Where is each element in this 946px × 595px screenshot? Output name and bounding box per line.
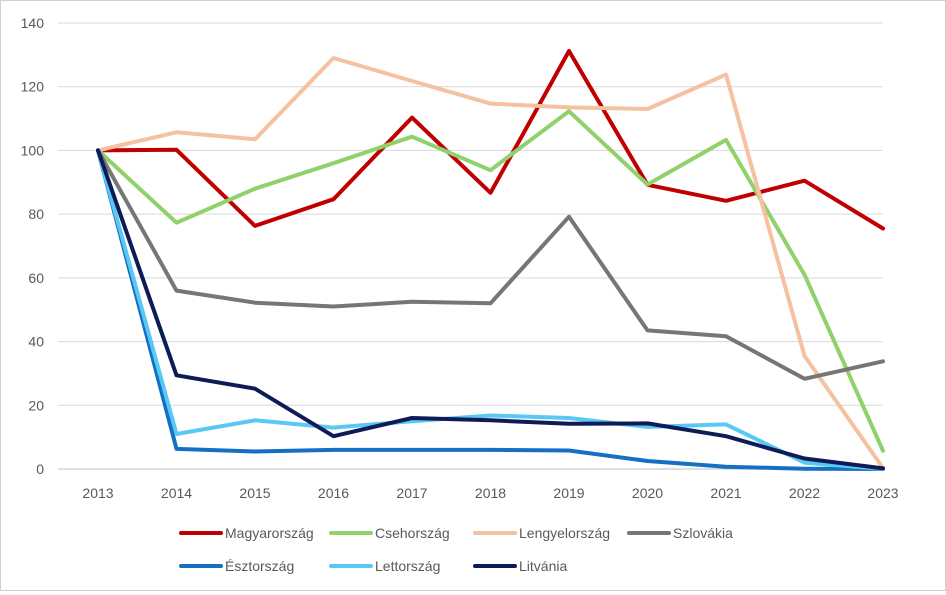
y-tick-label: 40: [28, 334, 44, 350]
y-tick-label: 100: [21, 142, 45, 158]
series-line-1: [96, 109, 885, 453]
x-tick-label: 2019: [553, 485, 584, 501]
series-line-3: [96, 148, 885, 381]
legend: Magyarország Csehország Lengyelország Szlov…: [179, 525, 733, 574]
series-line-4: [96, 148, 885, 471]
legend-label: Litvánia: [519, 558, 567, 574]
x-tick-label: 2022: [789, 485, 820, 501]
y-tick-label: 60: [28, 270, 44, 286]
y-tick-label: 0: [36, 461, 44, 477]
y-tick-label: 120: [21, 79, 45, 95]
series-line-6: [96, 148, 885, 471]
series-line-0: [96, 49, 885, 231]
x-tick-label: 2013: [82, 485, 113, 501]
series-line-2: [96, 56, 885, 470]
x-tick-label: 2016: [318, 485, 349, 501]
legend-label: Szlovákia: [673, 525, 733, 541]
x-tick-label: 2017: [396, 485, 427, 501]
series-line-5: [96, 148, 885, 471]
series-lines: [96, 49, 885, 471]
x-tick-label: 2020: [632, 485, 663, 501]
y-tick-label: 20: [28, 397, 44, 413]
legend-label: Észtország: [225, 558, 294, 574]
x-tick-label: 2023: [867, 485, 898, 501]
y-tick-label: 80: [28, 206, 44, 222]
x-tick-label: 2015: [239, 485, 270, 501]
legend-label: Csehország: [375, 525, 450, 541]
x-tick-label: 2018: [475, 485, 506, 501]
x-tick-label: 2014: [161, 485, 192, 501]
x-axis-tick-labels: 2013 2014 2015 2016 2017 2018 2019 2020 2021 2022…: [82, 485, 898, 501]
y-axis-tick-labels: 0 20 40 60 80 100 120 140: [21, 15, 45, 477]
y-tick-label: 140: [21, 15, 45, 31]
legend-label: Lengyelország: [519, 525, 610, 541]
legend-label: Lettország: [375, 558, 440, 574]
x-tick-label: 2021: [710, 485, 741, 501]
legend-label: Magyarország: [225, 525, 314, 541]
gridlines: [58, 22, 883, 470]
